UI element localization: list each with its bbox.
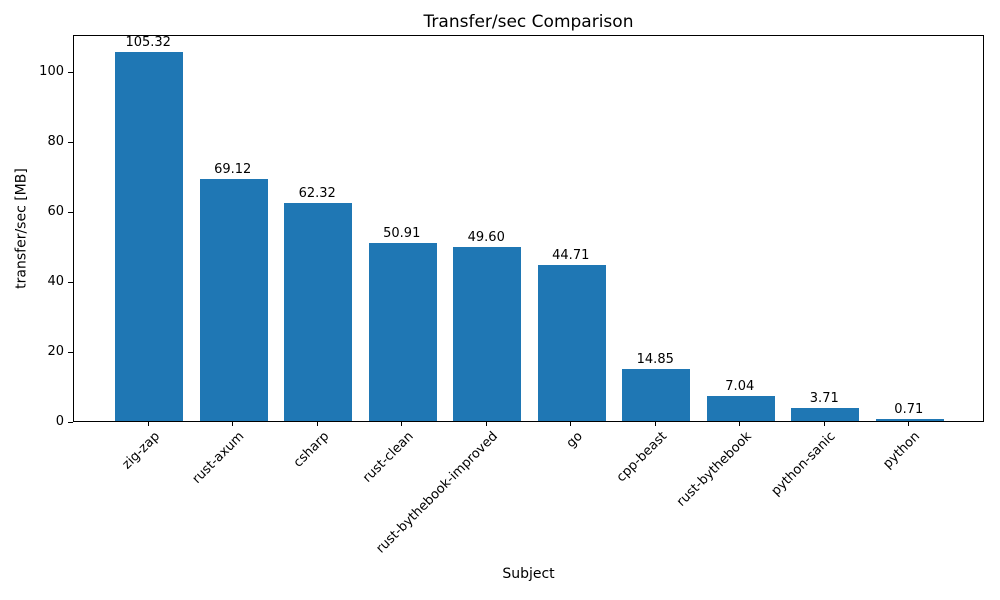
y-tick-mark (68, 71, 73, 73)
chart-title: Transfer/sec Comparison (423, 12, 634, 32)
x-tick-label: python (880, 429, 924, 472)
x-tick-mark (908, 422, 910, 426)
x-tick-label: rust-clean (359, 429, 417, 486)
bar (199, 179, 268, 421)
bar-value-label: 44.71 (552, 247, 590, 263)
bar (368, 242, 437, 421)
x-tick-label: csharp (290, 429, 332, 471)
bar (284, 202, 353, 421)
x-tick-mark (401, 422, 403, 426)
y-tick-label: 40 (47, 274, 64, 290)
bar (537, 264, 606, 421)
x-tick-label: rust-bythebook (673, 429, 755, 510)
x-tick-mark (570, 422, 572, 426)
bar-value-label: 3.71 (809, 391, 839, 407)
x-tick-mark (654, 422, 656, 426)
x-tick-label: go (563, 429, 586, 452)
x-tick-mark (316, 422, 318, 426)
bar (622, 369, 691, 421)
bar-value-label: 7.04 (725, 379, 755, 395)
bar (875, 418, 944, 421)
bar-value-label: 49.60 (467, 230, 505, 246)
bar-value-label: 0.71 (894, 401, 924, 417)
x-tick-label: rust-axum (189, 429, 248, 487)
bar (791, 408, 860, 421)
x-tick-label: zig-zap (119, 429, 163, 473)
x-axis-label: Subject (502, 566, 555, 582)
y-tick-label: 20 (47, 344, 64, 359)
x-tick-mark (147, 422, 149, 426)
bar (115, 52, 183, 421)
y-tick-label: 100 (39, 64, 64, 80)
x-tick-mark (823, 422, 825, 426)
x-tick-mark (485, 422, 487, 426)
bar-value-label: 14.85 (636, 352, 674, 368)
x-tick-mark (739, 422, 741, 426)
y-tick-label: 60 (47, 204, 64, 220)
plot-area (73, 35, 984, 422)
y-tick-mark (68, 351, 73, 353)
bar-value-label: 105.32 (125, 35, 171, 51)
bar-value-label: 69.12 (214, 162, 252, 178)
y-tick-mark (68, 211, 73, 213)
y-tick-mark (68, 281, 73, 283)
bar (453, 247, 522, 421)
y-tick-mark (68, 421, 73, 423)
x-tick-label: cpp-beast (613, 429, 670, 486)
y-tick-label: 0 (55, 414, 64, 429)
bar-value-label: 62.32 (298, 185, 336, 201)
y-tick-label: 80 (47, 134, 64, 150)
y-tick-mark (68, 141, 73, 143)
x-tick-mark (232, 422, 234, 426)
x-tick-label: python-sanic (768, 429, 839, 499)
bar-value-label: 50.91 (383, 225, 421, 241)
bar (706, 396, 775, 421)
